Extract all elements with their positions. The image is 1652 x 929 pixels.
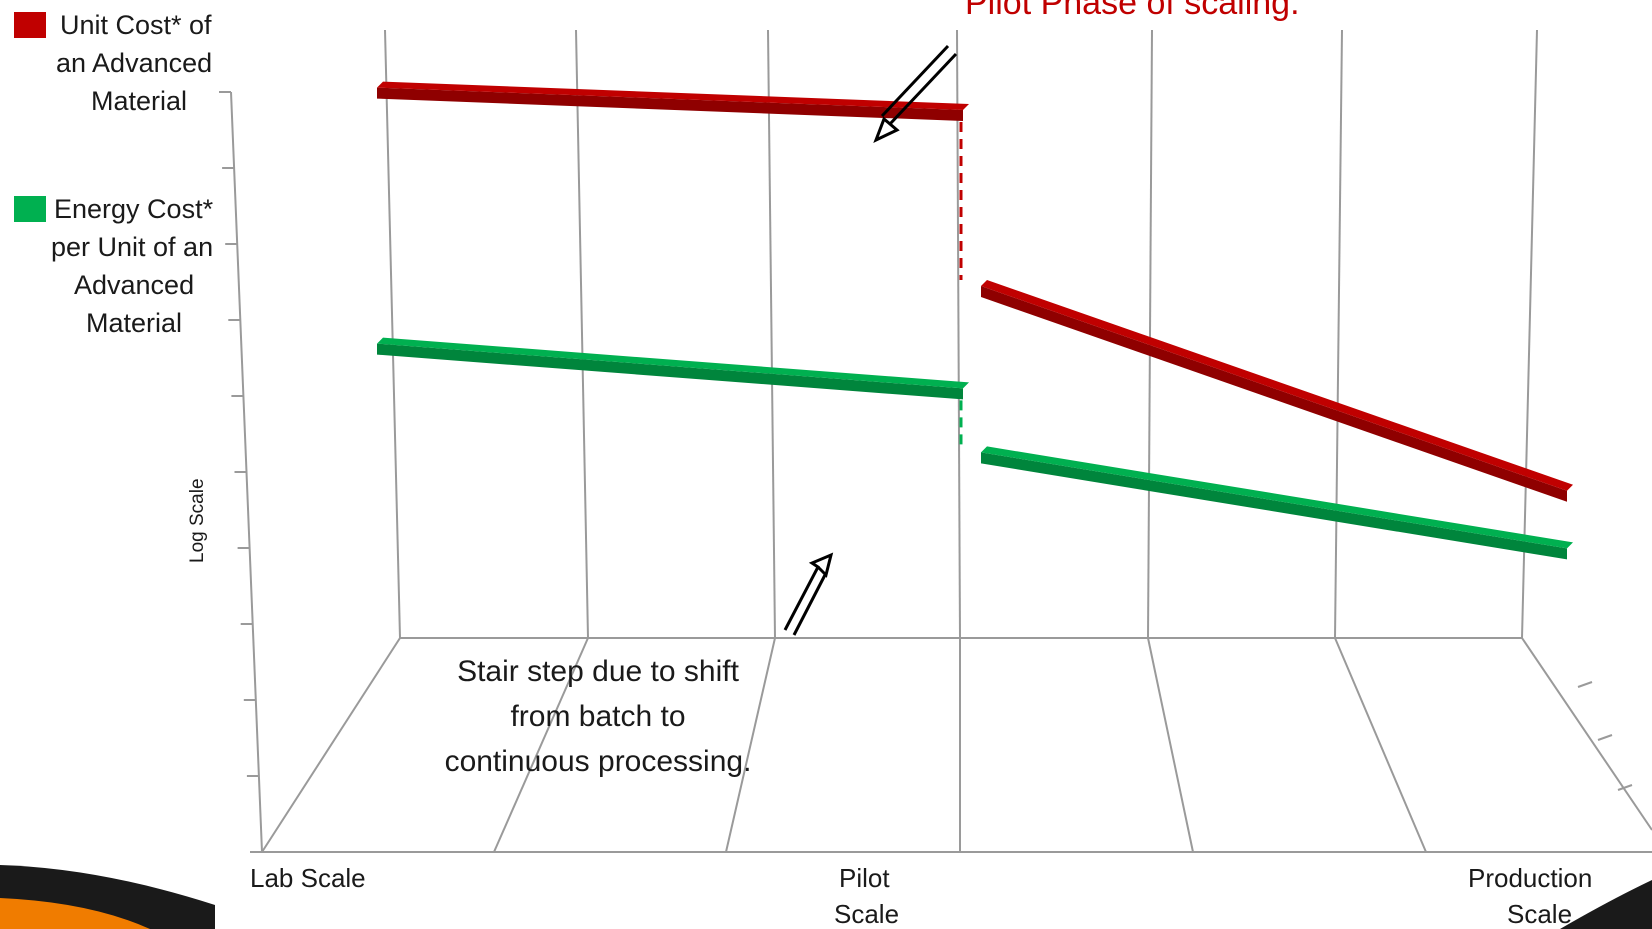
y-axis-ticks bbox=[219, 91, 262, 853]
x-tick-pilot-line2: Scale bbox=[834, 899, 899, 929]
y-axis-label: Log Scale bbox=[187, 478, 208, 563]
legend-label-energy-cost-line2: per Unit of an bbox=[51, 232, 213, 262]
back-gridline bbox=[1334, 29, 1343, 639]
floor-gridline bbox=[725, 637, 776, 853]
floor-gridline bbox=[493, 637, 589, 853]
annotation-arrow-top bbox=[873, 44, 958, 143]
floor-left-edge bbox=[261, 637, 401, 853]
series-0-segment-0-top bbox=[377, 81, 969, 110]
x-tick-production-line2: Scale bbox=[1507, 899, 1572, 929]
legend-label-energy-cost-line3: Advanced bbox=[74, 270, 194, 300]
legend: Unit Cost* of an Advanced Material Energ… bbox=[14, 10, 214, 338]
back-gridline bbox=[575, 29, 589, 639]
series-1-segment-0-side bbox=[377, 343, 963, 400]
series-0-segment-1-top bbox=[981, 280, 1573, 491]
legend-label-unit-cost-line3: Material bbox=[91, 86, 187, 116]
series-layer bbox=[377, 81, 1573, 560]
x-tick-pilot-line1: Pilot bbox=[839, 863, 890, 893]
series-0-segment-1-side bbox=[981, 286, 1567, 502]
back-gridline bbox=[956, 29, 961, 639]
floor-gridline bbox=[1147, 637, 1194, 853]
plot-grid bbox=[230, 29, 1652, 853]
annotation-text-line2: from batch to bbox=[510, 700, 685, 733]
floor-gridline bbox=[1334, 637, 1427, 853]
legend-swatch-unit-cost bbox=[14, 12, 46, 38]
legend-swatch-energy-cost bbox=[14, 196, 46, 222]
right-axis-ticks bbox=[1577, 681, 1633, 791]
series-0-segment-0-side bbox=[377, 87, 963, 121]
back-gridline bbox=[767, 29, 776, 639]
annotation-text-line3: continuous processing. bbox=[445, 745, 752, 778]
series-1-segment-1-side bbox=[981, 452, 1567, 560]
annotation-arrow-bottom bbox=[783, 552, 834, 636]
chart-title-partial: Pilot Phase of scaling. bbox=[965, 0, 1300, 22]
decorative-band bbox=[0, 865, 1652, 929]
x-tick-production-line1: Production bbox=[1468, 863, 1592, 893]
x-tick-lab-scale: Lab Scale bbox=[250, 863, 366, 893]
annotation-text-line1: Stair step due to shift bbox=[457, 655, 739, 688]
legend-label-unit-cost-line1: Unit Cost* of bbox=[60, 10, 212, 40]
legend-label-unit-cost-line2: an Advanced bbox=[56, 48, 212, 78]
series-1-segment-0-top bbox=[377, 337, 969, 389]
floor-right-edge bbox=[1521, 637, 1652, 831]
back-gridline bbox=[1147, 29, 1153, 639]
back-gridline bbox=[384, 29, 401, 639]
series-1-segment-1-top bbox=[981, 446, 1573, 549]
legend-label-energy-cost-line1: Energy Cost* bbox=[54, 194, 214, 224]
legend-label-energy-cost-line4: Material bbox=[86, 308, 182, 338]
